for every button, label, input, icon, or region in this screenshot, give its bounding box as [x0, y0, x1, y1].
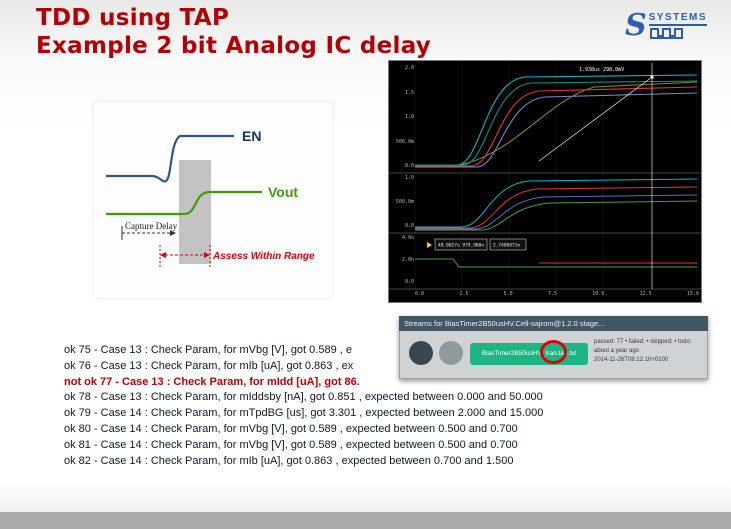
vout-label: Vout	[268, 184, 298, 200]
y-tick: 500.0m	[395, 199, 414, 205]
slide-footer-bar	[0, 512, 731, 529]
y-tick: 500.0m	[395, 138, 414, 145]
y-tick: 0.0	[404, 223, 414, 229]
en-label: EN	[242, 128, 261, 144]
x-tick: 0.0	[415, 291, 425, 297]
cursor-annotation: 1.938us 298.0mV	[579, 67, 624, 73]
stream-stats: passed: 77 • failed: • skipped: • todo: …	[594, 338, 702, 365]
tap-file-button[interactable]: BiasTimer2B50usHV_tran.tap.txt	[470, 343, 588, 365]
waveform-viewer: 40.0017u 979.980n 2.7488871n 1.938us 298…	[388, 60, 702, 303]
tap-log-line: ok 81 - Case 14 : Check Param, for mVbg …	[64, 438, 518, 451]
capture-delay-label: Capture Delay	[125, 221, 178, 231]
y-tick: 1.5	[404, 89, 414, 96]
measure-box-2	[489, 238, 527, 251]
x-axis-ticks: 0.0 2.5 5.0 7.5 10.0 12.5 15.0	[415, 291, 699, 297]
tap-log-line: ok 79 - Case 14 : Check Param, for mTpdB…	[64, 407, 544, 420]
y-tick: 2.0	[404, 65, 414, 71]
tap-log-line: ok 76 - Case 13 : Check Param, for mIb […	[64, 359, 354, 372]
y-tick: 1.0	[404, 114, 414, 120]
y-tick: 1.0	[404, 175, 414, 181]
tap-log-line: ok 82 - Case 14 : Check Param, for mIb […	[64, 454, 514, 467]
assess-label: Assess Within Range	[212, 251, 315, 262]
measure-box-1	[434, 238, 488, 251]
marker-flag-icon	[427, 242, 432, 248]
logo-comb-icon	[649, 28, 683, 39]
streams-window-title: Streams for BiasTimer2B50usHV.Cell-sajro…	[404, 319, 605, 328]
measure-box-2-text: 2.7488871n	[493, 243, 520, 249]
panel-separators	[389, 172, 701, 290]
y-tick: 0.0	[404, 163, 414, 169]
tap-log-line: ok 80 - Case 14 : Check Param, for mVbg …	[64, 422, 518, 435]
y-axis-ticks-middle: 1.0 500.0m 0.0	[390, 175, 414, 229]
stats-passed-failed: passed: 77 • failed: • skipped: • todo:	[594, 339, 692, 345]
y-axis-ticks-bottom: 4.0n 2.0n 0.0	[390, 235, 414, 285]
x-tick: 7.5	[547, 291, 557, 297]
assess-arrowhead-left	[160, 252, 166, 258]
assess-arrowhead-right	[204, 252, 210, 258]
grid-lines	[414, 63, 698, 289]
logo-s-glyph: S	[625, 8, 647, 43]
x-tick: 2.5	[459, 291, 469, 297]
logo-text: SYSTEMS	[648, 12, 707, 26]
timing-diagram: EN Vout Capture Delay Assess Within Rang…	[94, 102, 332, 298]
capture-delay-arrowhead	[170, 230, 176, 236]
stats-timestamp: 2014-11-26T08:12:10+0100	[594, 357, 669, 363]
slide-title-line2: Example 2 bit Analog IC delay	[36, 33, 432, 59]
stream-icon-light[interactable]	[439, 341, 463, 365]
tap-log-line: ok 75 - Case 13 : Check Param, for mVbg …	[64, 344, 352, 356]
stats-relative-time: about a year ago	[594, 348, 640, 354]
y-tick: 4.0n	[401, 235, 414, 241]
x-tick: 10.0	[592, 291, 605, 297]
measure-diagonal-line	[538, 76, 653, 162]
capture-window-band	[179, 160, 211, 264]
tap-log-line: not ok 77 - Case 13 : Check Param, for m…	[64, 375, 360, 388]
cursor-marker	[650, 75, 654, 79]
measure-box-1-text: 40.0017u 979.980n	[438, 243, 484, 249]
slide-title: TDD using TAP Example 2 bit Analog IC de…	[36, 4, 431, 60]
streams-window-titlebar[interactable]: Streams for BiasTimer2B50usHV.Cell-sajro…	[399, 316, 708, 331]
vout-trace	[106, 190, 262, 216]
top-panel-traces	[415, 74, 698, 168]
slide-title-line1: TDD using TAP	[36, 5, 230, 31]
x-tick: 15.0	[686, 291, 699, 297]
en-trace	[106, 134, 234, 183]
y-axis-ticks-top: 2.0 1.5 1.0 500.0m 0.0	[390, 65, 414, 169]
middle-panel-traces	[415, 178, 698, 231]
stream-icon-dark[interactable]	[409, 341, 433, 365]
y-tick: 0.0	[404, 279, 414, 285]
streams-window-body: BiasTimer2B50usHV_tran.tap.txt passed: 7…	[399, 331, 708, 379]
x-tick: 12.5	[639, 291, 652, 297]
waveform-plot: 40.0017u 979.980n 2.7488871n 1.938us 298…	[389, 63, 701, 290]
streams-window: Streams for BiasTimer2B50usHV.Cell-sajro…	[399, 316, 708, 379]
tap-log-line: ok 78 - Case 13 : Check Param, for mIdds…	[64, 391, 543, 404]
company-logo: S SYSTEMS	[625, 8, 707, 44]
bottom-panel-traces	[415, 258, 697, 268]
highlight-circle-annotation	[540, 340, 567, 364]
x-tick: 5.0	[503, 291, 513, 297]
tap-log: ok 75 - Case 13 : Check Param, for mVbg …	[64, 343, 724, 469]
y-tick: 2.0n	[401, 257, 414, 263]
